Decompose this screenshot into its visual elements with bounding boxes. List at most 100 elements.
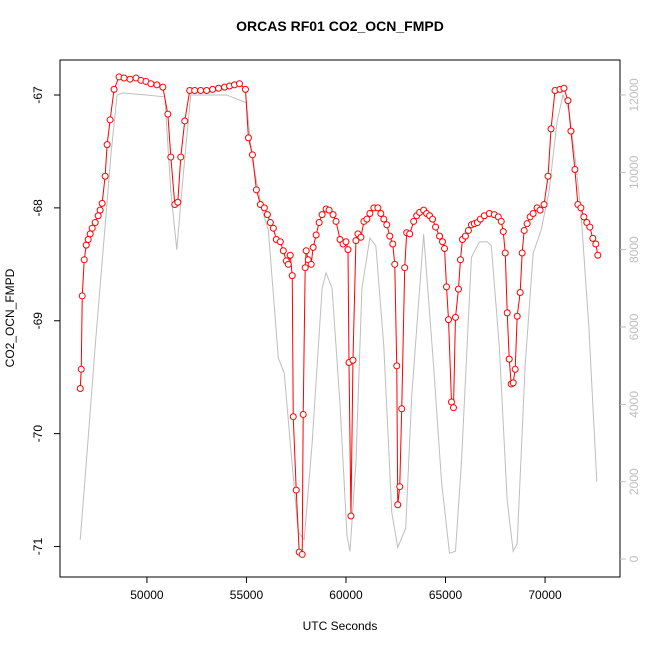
data-point: [80, 256, 88, 264]
data-point: [191, 86, 199, 94]
data-point: [352, 237, 360, 245]
data-point: [329, 211, 337, 219]
y-tick-label: -67: [31, 86, 45, 104]
data-point: [464, 226, 472, 234]
data-point: [76, 384, 84, 392]
data-point: [589, 234, 597, 242]
data-point: [106, 116, 114, 124]
data-point: [241, 85, 249, 93]
data-point: [289, 413, 297, 421]
data-point: [389, 240, 397, 248]
data-point: [266, 219, 274, 227]
data-point: [307, 260, 315, 268]
data-point: [394, 501, 402, 509]
y2-tick-label: 8000: [627, 236, 641, 263]
data-point: [209, 85, 217, 93]
data-point: [567, 127, 575, 135]
data-point: [181, 117, 189, 125]
data-point: [252, 186, 260, 194]
y-tick-label: -71: [31, 538, 45, 556]
data-point: [451, 313, 459, 321]
data-point: [586, 223, 594, 231]
data-point: [499, 228, 507, 236]
data-point: [429, 215, 437, 223]
data-point: [592, 240, 600, 248]
x-axis-label: UTC Seconds: [303, 619, 378, 633]
plot-frame: [59, 59, 621, 578]
x-tick-label: 65000: [429, 588, 463, 602]
data-point: [164, 110, 172, 118]
data-point: [77, 365, 85, 373]
data-point: [292, 486, 300, 494]
data-point: [454, 285, 462, 293]
data-point: [410, 217, 418, 225]
data-point: [86, 230, 94, 238]
data-point: [439, 238, 447, 246]
data-point: [380, 215, 388, 223]
data-point: [260, 204, 268, 212]
data-point: [197, 86, 205, 94]
y2-tick-label: 6000: [627, 313, 641, 340]
data-point: [518, 249, 526, 257]
data-point: [529, 210, 537, 218]
data-point: [91, 219, 99, 227]
data-point: [505, 355, 513, 363]
data-point: [594, 251, 602, 259]
data-point: [520, 226, 528, 234]
data-point: [449, 404, 457, 412]
data-point: [377, 210, 385, 218]
data-point: [299, 410, 307, 418]
data-point: [244, 134, 252, 142]
data-point: [279, 247, 287, 255]
data-point: [396, 483, 404, 491]
data-point: [511, 365, 519, 373]
data-point: [284, 260, 292, 268]
data-point: [391, 260, 399, 268]
data-point: [94, 212, 102, 220]
data-point: [383, 221, 391, 229]
data-point: [363, 215, 371, 223]
y2-tick-label: 4000: [627, 391, 641, 418]
data-point: [309, 243, 317, 251]
data-point: [120, 74, 128, 82]
data-point: [302, 247, 310, 255]
data-point: [288, 272, 296, 280]
y-tick-label: -68: [31, 199, 45, 217]
x-tick-label: 55000: [230, 588, 264, 602]
data-point: [78, 292, 86, 300]
data-point: [374, 204, 382, 212]
data-point: [88, 224, 96, 232]
data-point: [536, 206, 544, 214]
x-tick-label: 70000: [528, 588, 562, 602]
data-point: [215, 84, 223, 92]
data-point: [577, 204, 585, 212]
data-point: [153, 81, 161, 89]
y-tick-label: -69: [31, 312, 45, 330]
x-tick-label: 60000: [329, 588, 363, 602]
data-point: [332, 217, 340, 225]
data-point: [441, 245, 449, 253]
data-point: [560, 84, 568, 92]
data-point: [174, 198, 182, 206]
data-point: [347, 512, 355, 520]
y2-tick-label: 10000: [627, 155, 641, 189]
data-point: [101, 172, 109, 180]
data-point: [344, 246, 352, 254]
data-point: [269, 224, 277, 232]
data-point: [456, 256, 464, 264]
data-point: [84, 235, 92, 243]
data-point: [497, 217, 505, 225]
data-point: [547, 125, 555, 133]
data-point: [110, 85, 118, 93]
data-point: [393, 362, 401, 370]
data-point: [357, 233, 365, 241]
data-point: [301, 264, 309, 272]
data-point: [443, 283, 451, 291]
data-point: [147, 80, 155, 88]
data-point: [366, 210, 374, 218]
data-point: [325, 206, 333, 214]
data-point: [509, 379, 517, 387]
